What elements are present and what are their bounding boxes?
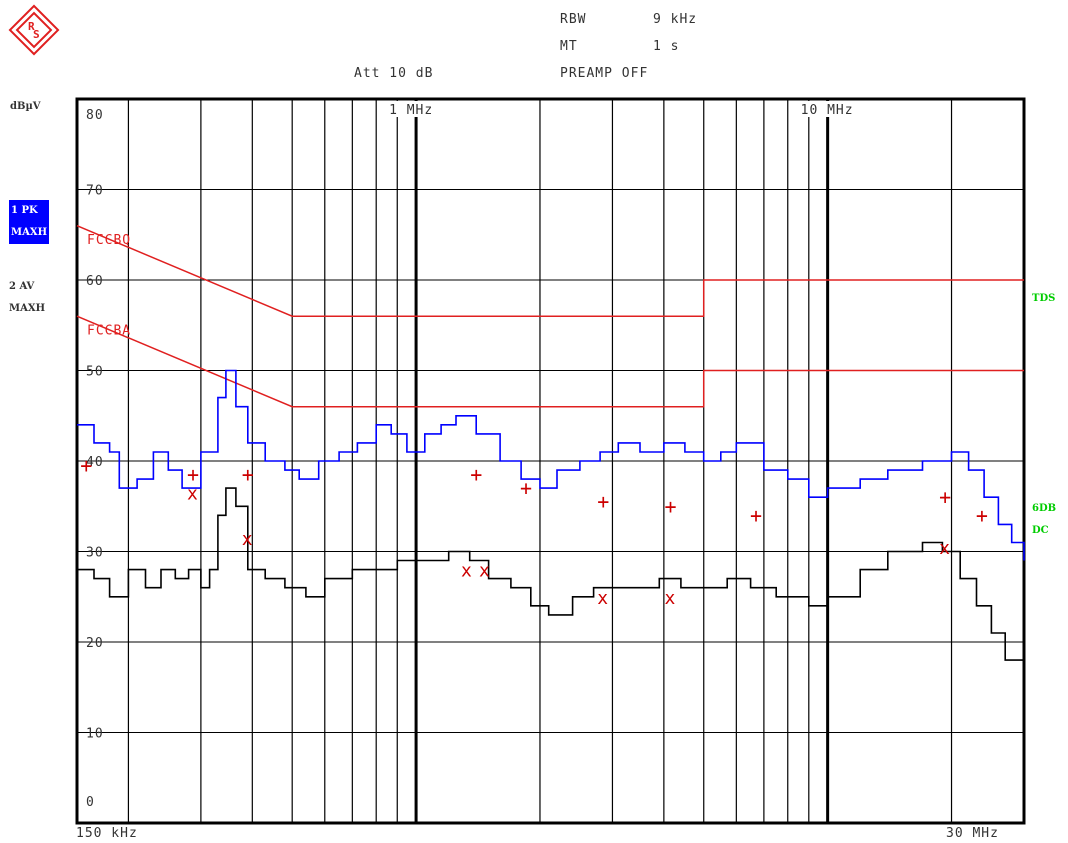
attenuation-label: Att 10 dB bbox=[354, 66, 434, 81]
svg-text:S: S bbox=[33, 28, 40, 41]
peak-marker-plus: + bbox=[187, 463, 199, 487]
peak-marker-plus: + bbox=[470, 463, 482, 487]
peak-marker-plus: + bbox=[597, 490, 609, 514]
trace-line bbox=[77, 369, 1025, 561]
peak-marker-x: x bbox=[479, 561, 490, 582]
dc-label: DC bbox=[1032, 525, 1049, 536]
peak-marker-plus: + bbox=[750, 503, 762, 527]
trace-line bbox=[77, 487, 1025, 688]
limit-line bbox=[76, 225, 1024, 317]
limit-line bbox=[76, 315, 1024, 408]
y-tick-label: 20 bbox=[86, 636, 104, 651]
y-tick-label: 40 bbox=[86, 455, 104, 470]
rbw-label: RBW bbox=[560, 12, 587, 27]
peak-marker-plus: + bbox=[664, 494, 676, 518]
6db-dc-label: 6DB DC bbox=[1032, 498, 1056, 542]
peak-marker-plus: + bbox=[520, 476, 532, 500]
peak-marker-x: x bbox=[664, 588, 675, 609]
trace2-detector: MAXH bbox=[9, 303, 46, 314]
6db-label: 6DB bbox=[1032, 503, 1057, 514]
trace1-detector: MAXH bbox=[9, 222, 50, 244]
peak-marker-plus: + bbox=[939, 485, 951, 509]
peak-marker-plus: + bbox=[242, 463, 254, 487]
x-end-label: 30 MHz bbox=[946, 826, 999, 841]
trace2-mode: 2 AV bbox=[9, 281, 35, 292]
mt-value: 1 s bbox=[653, 39, 680, 54]
y-tick-label: 70 bbox=[86, 184, 104, 199]
x-tick-label-bg bbox=[388, 101, 459, 117]
y-tick-label: 10 bbox=[86, 727, 104, 742]
y-tick-label: 0 bbox=[86, 795, 95, 810]
peak-marker-x: x bbox=[187, 484, 198, 505]
y-tick-label: 30 bbox=[86, 546, 104, 561]
peak-marker-x: x bbox=[597, 588, 608, 609]
x-start-label: 150 kHz bbox=[76, 826, 138, 841]
x-tick-label: 10 MHz bbox=[801, 103, 854, 118]
peak-marker-plus: + bbox=[80, 454, 92, 478]
y-tick-label: 50 bbox=[86, 365, 104, 380]
peak-marker-x: x bbox=[242, 529, 253, 550]
peak-marker-plus: + bbox=[976, 503, 988, 527]
y-unit-label: dBµV bbox=[10, 101, 41, 112]
y-tick-label: 60 bbox=[86, 274, 104, 289]
peak-marker-x: x bbox=[939, 538, 950, 559]
limit-line-label: FCCBA bbox=[87, 324, 131, 339]
limit-line-label: FCCBQ bbox=[87, 233, 131, 248]
mt-label: MT bbox=[560, 39, 578, 54]
trace1-badge: 1 PK MAXH bbox=[9, 200, 50, 244]
tds-label: TDS bbox=[1032, 293, 1056, 304]
y-tick-label: 80 bbox=[86, 108, 104, 123]
rbw-value: 9 kHz bbox=[653, 12, 698, 27]
trace2-label: 2 AV MAXH bbox=[9, 276, 45, 320]
peak-marker-x: x bbox=[461, 561, 472, 582]
preamp-label: PREAMP OFF bbox=[560, 66, 649, 81]
rohde-schwarz-logo: R S bbox=[8, 4, 60, 56]
trace1-mode: 1 PK bbox=[9, 200, 50, 222]
x-tick-label: 1 MHz bbox=[389, 103, 433, 118]
svg-text:R: R bbox=[28, 20, 35, 33]
x-tick-label-bg bbox=[799, 101, 870, 117]
